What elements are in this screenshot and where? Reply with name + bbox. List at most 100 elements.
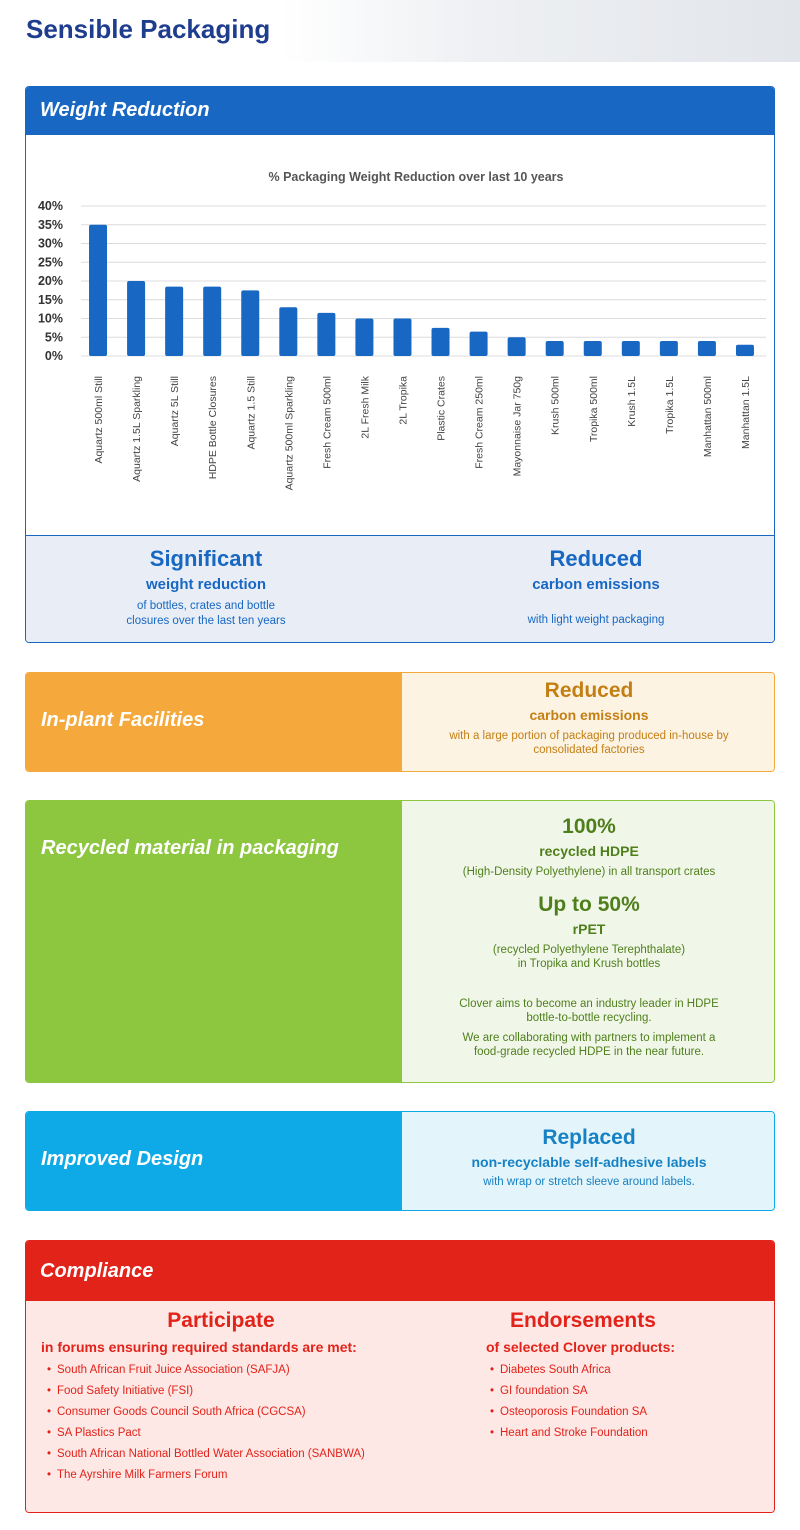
recycled-rpet-percent: Up to 50% xyxy=(538,893,640,916)
x-tick-label: Tropika 1.5L xyxy=(664,376,676,434)
chart-bar xyxy=(165,286,184,356)
chart-bar xyxy=(659,341,678,356)
list-item: • South African National Bottled Water As… xyxy=(41,1447,401,1461)
list-item-text: South African Fruit Juice Association (S… xyxy=(57,1364,290,1376)
x-tick-label: Aquartz 500ml Still xyxy=(93,376,105,464)
x-tick-label: Aquartz 500ml Sparkling xyxy=(283,376,295,491)
endorsements-list: • Diabetes South Africa • GI foundation SA •… xyxy=(484,1363,774,1440)
endorsements-title: Endorsements xyxy=(510,1309,656,1332)
list-item-text: South African National Bottled Water Ass… xyxy=(57,1448,365,1460)
recycled-hdpe-title: recycled HDPE xyxy=(539,843,639,859)
summary-left-text-line2: closures over the last ten years xyxy=(126,615,286,627)
summary-left: Significant weight reduction of bottles,… xyxy=(26,546,386,629)
bullet-icon: • xyxy=(47,1469,52,1481)
compliance-heading: Compliance xyxy=(26,1241,774,1301)
x-tick-label: Aquartz 1.5 Still xyxy=(245,376,257,450)
x-tick-label: HDPE Bottle Closures xyxy=(207,376,219,479)
recycled-note-1-line1: Clover aims to become an industry leader… xyxy=(459,998,719,1010)
recycled-rpet-text: (recycled Polyethylene Terephthalate) in… xyxy=(402,943,774,971)
design-section: Improved Design Replaced non-recyclable … xyxy=(25,1111,775,1211)
list-item: • The Ayrshire Milk Farmers Forum xyxy=(41,1468,401,1482)
inplant-section: In-plant Facilities Reduced carbon emiss… xyxy=(25,672,775,772)
chart-bar xyxy=(317,312,336,356)
participate-list: • South African Fruit Juice Association (… xyxy=(41,1363,401,1482)
weight-reduction-heading: Weight Reduction xyxy=(26,87,774,135)
chart-bar xyxy=(241,290,260,356)
inplant-title: Reduced xyxy=(544,679,634,702)
recycled-note-1: Clover aims to become an industry leader… xyxy=(402,997,774,1025)
list-item: • SA Plastics Pact xyxy=(41,1426,401,1440)
recycled-note-2: We are collaborating with partners to im… xyxy=(402,1031,774,1059)
chart-title: % Packaging Weight Reduction over last 1… xyxy=(268,170,563,184)
x-tick-label: Tropika 500ml xyxy=(588,376,600,442)
design-subtitle: non-recyclable self-adhesive labels xyxy=(471,1154,707,1170)
y-tick-label: 20% xyxy=(38,274,63,288)
chart-bar xyxy=(545,341,564,356)
inplant-label-panel: In-plant Facilities xyxy=(26,673,402,771)
list-item-text: The Ayrshire Milk Farmers Forum xyxy=(57,1469,228,1481)
weight-reduction-summary: Significant weight reduction of bottles,… xyxy=(26,535,774,642)
endorsements-subtitle: of selected Clover products: xyxy=(486,1339,676,1355)
y-tick-label: 0% xyxy=(45,349,63,363)
recycled-label: Recycled material in packaging xyxy=(41,837,339,859)
summary-right-text: with light weight packaging xyxy=(527,614,665,626)
design-label-panel: Improved Design xyxy=(26,1112,402,1210)
recycled-note-1-line2: bottle-to-bottle recycling. xyxy=(526,1012,652,1024)
y-tick-label: 40% xyxy=(38,199,63,213)
summary-right: Reduced carbon emissions with light weig… xyxy=(416,546,774,628)
chart-bar xyxy=(621,341,640,356)
chart-bar xyxy=(697,341,716,356)
summary-left-text: of bottles, crates and bottle closures o… xyxy=(26,599,386,629)
list-item-text: Consumer Goods Council South Africa (CGC… xyxy=(57,1406,306,1418)
x-tick-label: Aquartz 1.5L Sparkling xyxy=(131,376,143,482)
x-tick-label: 2L Tropika xyxy=(397,376,409,425)
bullet-icon: • xyxy=(490,1364,495,1376)
recycled-section: Recycled material in packaging 100% recy… xyxy=(25,800,775,1083)
list-item: • Consumer Goods Council South Africa (CG… xyxy=(41,1405,401,1419)
chart-bar xyxy=(507,337,526,356)
summary-left-title: Significant xyxy=(149,546,263,571)
weight-reduction-chart: % Packaging Weight Reduction over last 1… xyxy=(26,135,774,535)
chart-bar xyxy=(279,307,298,356)
participate-title: Participate xyxy=(167,1309,275,1332)
recycled-hdpe-text: (High-Density Polyethylene) in all trans… xyxy=(462,866,716,878)
y-tick-label: 35% xyxy=(38,218,63,232)
recycled-rpet-text-line1: (recycled Polyethylene Terephthalate) xyxy=(492,944,686,956)
recycled-rpet-title: rPET xyxy=(572,921,606,937)
chart-bar xyxy=(89,224,108,356)
header-band xyxy=(0,0,800,62)
recycled-note-2-line2: food-grade recycled HDPE in the near fut… xyxy=(473,1046,705,1058)
list-item-text: Osteoporosis Foundation SA xyxy=(500,1406,648,1418)
design-text: with wrap or stretch sleeve around label… xyxy=(483,1176,695,1188)
bullet-icon: • xyxy=(47,1427,52,1439)
list-item: • Osteoporosis Foundation SA xyxy=(484,1405,774,1419)
list-item-text: Heart and Stroke Foundation xyxy=(500,1427,648,1439)
list-item: • GI foundation SA xyxy=(484,1384,774,1398)
x-tick-label: Mayonnaise Jar 750g xyxy=(512,376,524,477)
y-tick-label: 30% xyxy=(38,237,63,251)
x-tick-label: Aquartz 5L Still xyxy=(169,376,181,446)
chart-bar xyxy=(393,318,412,356)
y-tick-label: 5% xyxy=(45,330,63,344)
list-item: • Diabetes South Africa xyxy=(484,1363,774,1377)
design-detail-panel: Replaced non-recyclable self-adhesive la… xyxy=(402,1112,774,1210)
inplant-text-line2: consolidated factories xyxy=(533,744,645,756)
bullet-icon: • xyxy=(47,1385,52,1397)
inplant-text-line1: with a large portion of packaging produc… xyxy=(449,730,729,742)
x-tick-label: Fresh Cream 500ml xyxy=(321,376,333,469)
summary-right-subtitle: carbon emissions xyxy=(532,576,660,593)
y-tick-label: 15% xyxy=(38,293,63,307)
recycled-note-2-line1: We are collaborating with partners to im… xyxy=(462,1032,716,1044)
x-tick-label: Fresh Cream 250ml xyxy=(474,376,486,469)
bullet-icon: • xyxy=(47,1448,52,1460)
participate-subtitle: in forums ensuring required standards ar… xyxy=(41,1339,357,1355)
list-item-text: SA Plastics Pact xyxy=(57,1427,141,1439)
recycled-label-panel: Recycled material in packaging xyxy=(26,801,402,1082)
bullet-icon: • xyxy=(490,1385,495,1397)
chart-bar xyxy=(583,341,602,356)
bullet-icon: • xyxy=(47,1364,52,1376)
recycled-hdpe-percent: 100% xyxy=(562,815,616,838)
chart-bar xyxy=(355,318,374,356)
summary-left-subtitle: weight reduction xyxy=(146,576,266,593)
compliance-endorsements: Endorsements of selected Clover products… xyxy=(484,1309,774,1447)
